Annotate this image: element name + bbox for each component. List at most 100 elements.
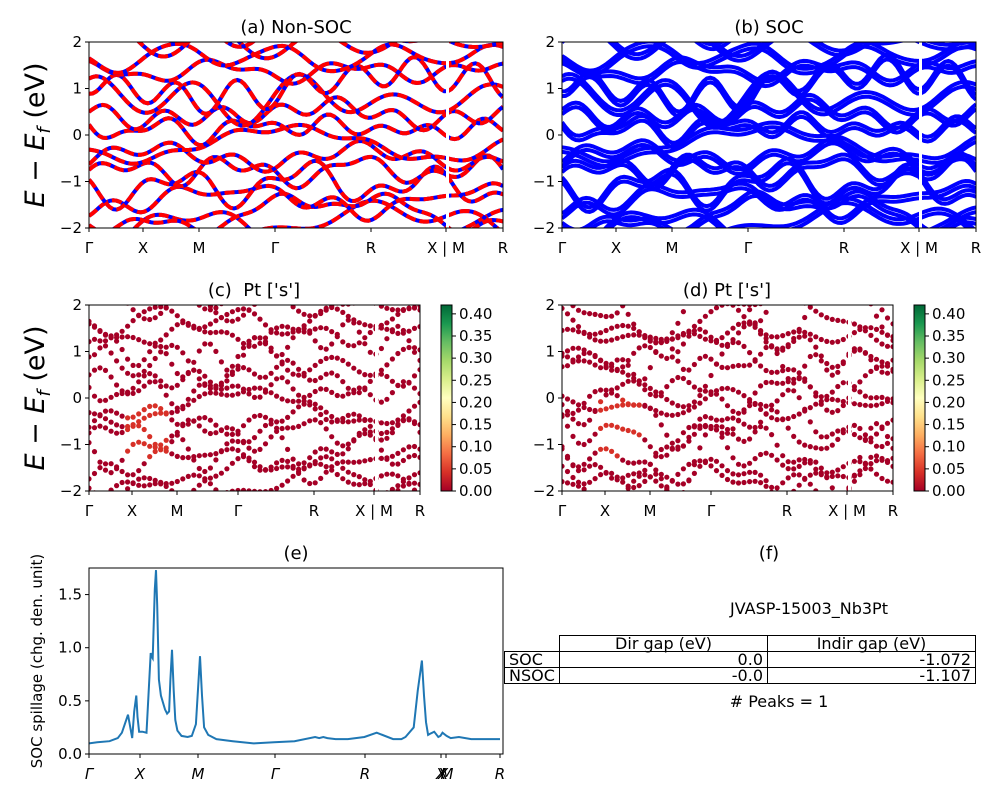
scatter-point xyxy=(351,437,357,443)
scatter-point xyxy=(581,358,587,364)
scatter-point xyxy=(91,336,98,342)
scatter-point xyxy=(296,534,301,539)
scatter-point xyxy=(120,493,125,498)
scatter-point xyxy=(697,318,703,324)
scatter-point xyxy=(185,322,191,328)
scatter-point xyxy=(185,417,191,423)
scatter-point xyxy=(614,393,620,399)
x-tick-label: R xyxy=(366,239,376,257)
scatter-point xyxy=(735,436,742,442)
scatter-point xyxy=(196,465,202,472)
scatter-point xyxy=(653,335,659,341)
scatter-point xyxy=(345,313,351,319)
scatter-point xyxy=(829,469,835,475)
scatter-point xyxy=(130,334,136,341)
scatter-point xyxy=(114,523,119,528)
scatter-point xyxy=(719,524,724,529)
scatter-point xyxy=(158,442,164,448)
scatter-point xyxy=(670,272,675,277)
x-tick-label: M xyxy=(666,239,679,257)
scatter-point xyxy=(797,264,802,269)
scatter-point xyxy=(180,350,186,356)
scatter-point xyxy=(257,340,263,346)
scatter-point xyxy=(102,367,109,373)
scatter-point xyxy=(835,428,841,434)
scatter-point xyxy=(401,282,406,287)
scatter-point xyxy=(312,417,318,423)
scatter-point xyxy=(653,467,659,473)
scatter-point xyxy=(813,470,819,476)
scatter-point xyxy=(120,257,125,262)
scatter-point xyxy=(620,457,626,463)
band-line xyxy=(562,57,976,119)
scatter-point xyxy=(147,316,153,323)
scatter-point xyxy=(642,335,648,341)
scatter-point xyxy=(229,392,235,398)
scatter-point xyxy=(807,419,813,425)
scatter-point xyxy=(290,371,296,377)
scatter-point xyxy=(873,356,880,362)
scatter-point xyxy=(345,446,351,452)
scatter-point xyxy=(324,293,329,298)
scatter-point xyxy=(774,380,780,386)
scatter-point xyxy=(741,534,746,539)
scatter-point xyxy=(356,474,362,480)
scatter-point xyxy=(565,522,570,527)
scatter-point xyxy=(91,411,98,417)
scatter-point xyxy=(598,407,604,413)
scatter-point xyxy=(86,296,91,301)
scatter-point xyxy=(323,416,329,423)
scatter-point xyxy=(102,461,109,467)
scatter-point xyxy=(741,407,747,413)
scatter-point xyxy=(329,341,335,347)
scatter-point xyxy=(312,401,318,407)
scatter-point xyxy=(851,478,858,484)
scatter-point xyxy=(384,373,390,380)
scatter-point xyxy=(780,380,786,386)
scatter-point xyxy=(752,358,758,364)
scatter-point xyxy=(686,478,692,484)
scatter-point xyxy=(202,324,208,330)
scatter-point xyxy=(769,509,774,514)
scatter-point xyxy=(279,361,285,367)
x-tick-label: X xyxy=(134,765,146,783)
scatter-point xyxy=(285,379,291,385)
scatter-point xyxy=(395,417,401,423)
scatter-point xyxy=(340,521,345,526)
scatter-point xyxy=(340,393,346,399)
scatter-point xyxy=(598,358,604,364)
scatter-point xyxy=(620,397,626,403)
x-tick-label: M xyxy=(644,502,657,520)
scatter-point xyxy=(890,400,893,406)
scatter-point xyxy=(763,403,769,409)
scatter-point xyxy=(741,479,747,486)
scatter-point xyxy=(252,500,257,505)
scatter-point xyxy=(808,266,813,271)
scatter-point xyxy=(752,469,758,475)
scatter-point xyxy=(780,453,786,459)
scatter-point xyxy=(207,417,213,423)
scatter-point xyxy=(824,393,830,399)
scatter-point xyxy=(873,313,880,319)
scatter-point xyxy=(169,361,175,367)
scatter-point xyxy=(89,440,92,446)
scatter-point xyxy=(218,427,224,434)
scatter-point xyxy=(224,466,230,472)
scatter-point xyxy=(219,501,224,506)
scatter-point xyxy=(125,389,131,395)
scatter-point xyxy=(114,391,120,398)
scatter-point xyxy=(130,390,136,396)
scatter-point xyxy=(163,483,169,489)
scatter-point xyxy=(653,450,659,456)
scatter-point xyxy=(758,318,764,324)
scatter-point xyxy=(570,416,576,422)
scatter-point xyxy=(334,334,340,340)
scatter-point xyxy=(318,420,324,426)
scatter-point xyxy=(119,468,125,475)
scatter-point xyxy=(658,483,664,489)
scatter-point xyxy=(257,335,263,341)
scatter-point xyxy=(609,448,615,454)
scatter-point xyxy=(604,276,609,281)
scatter-point xyxy=(185,421,191,427)
scatter-point xyxy=(174,429,180,435)
